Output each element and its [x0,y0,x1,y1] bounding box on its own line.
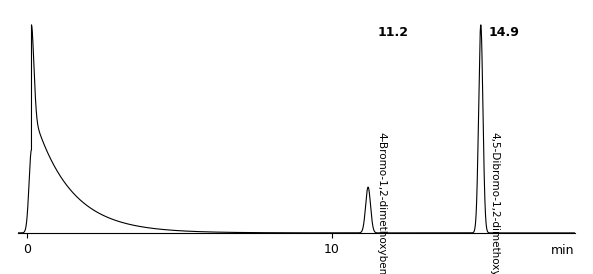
Text: 14.9: 14.9 [489,26,519,39]
Text: 4-Bromo-1,2-dimethoxybenzene: 4-Bromo-1,2-dimethoxybenzene [377,132,387,274]
Text: 11.2: 11.2 [377,26,408,39]
Text: min: min [551,244,575,257]
Text: 4,5-Dibromo-1,2-dimethoxybenzene: 4,5-Dibromo-1,2-dimethoxybenzene [489,132,499,274]
